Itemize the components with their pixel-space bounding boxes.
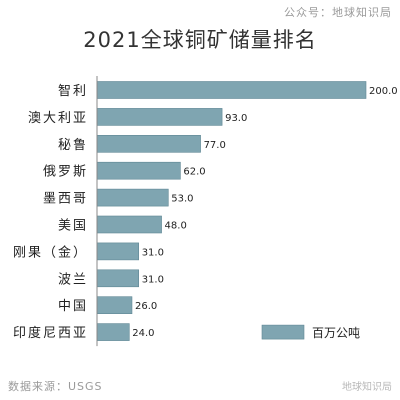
category-label-9: 印度尼西亚 (13, 325, 88, 341)
value-label-3: 62.0 (183, 167, 205, 178)
value-label-5: 48.0 (165, 221, 187, 232)
category-label-4: 墨西哥 (43, 192, 88, 207)
bar-6 (96, 242, 139, 261)
value-label-4: 53.0 (171, 194, 193, 205)
value-label-9: 24.0 (132, 328, 154, 339)
bar-1 (96, 108, 223, 126)
legend-label: 百万公吨 (312, 326, 360, 340)
bar-2 (96, 135, 201, 153)
value-label-6: 31.0 (142, 247, 164, 258)
bar-9 (96, 323, 130, 341)
category-label-2: 秘鲁 (58, 138, 88, 153)
bar-0 (96, 81, 367, 99)
category-label-5: 美国 (58, 219, 88, 234)
category-label-7: 波兰 (58, 272, 88, 287)
value-label-7: 31.0 (142, 274, 164, 285)
category-label-3: 俄罗斯 (43, 165, 88, 180)
bar-3 (96, 161, 181, 180)
legend-swatch (261, 324, 305, 340)
bar-5 (96, 215, 162, 234)
category-label-0: 智利 (58, 84, 88, 99)
category-label-8: 中国 (58, 299, 88, 314)
account-watermark: 公众号：地球知识局 (284, 6, 392, 19)
bar-7 (96, 269, 139, 288)
data-source: 数据来源：USGS (8, 380, 103, 393)
chart-title: 2021全球铜矿储量排名 (83, 28, 317, 52)
bar-8 (96, 296, 133, 315)
category-label-1: 澳大利亚 (28, 110, 88, 126)
value-label-8: 26.0 (135, 301, 157, 312)
value-label-1: 93.0 (225, 113, 247, 124)
category-label-6: 刚果（金） (13, 244, 88, 260)
wechat-watermark: 地球知识局 (342, 382, 392, 393)
bar-4 (96, 188, 169, 207)
value-label-0: 200.0 (369, 86, 398, 97)
value-label-2: 77.0 (204, 140, 226, 151)
